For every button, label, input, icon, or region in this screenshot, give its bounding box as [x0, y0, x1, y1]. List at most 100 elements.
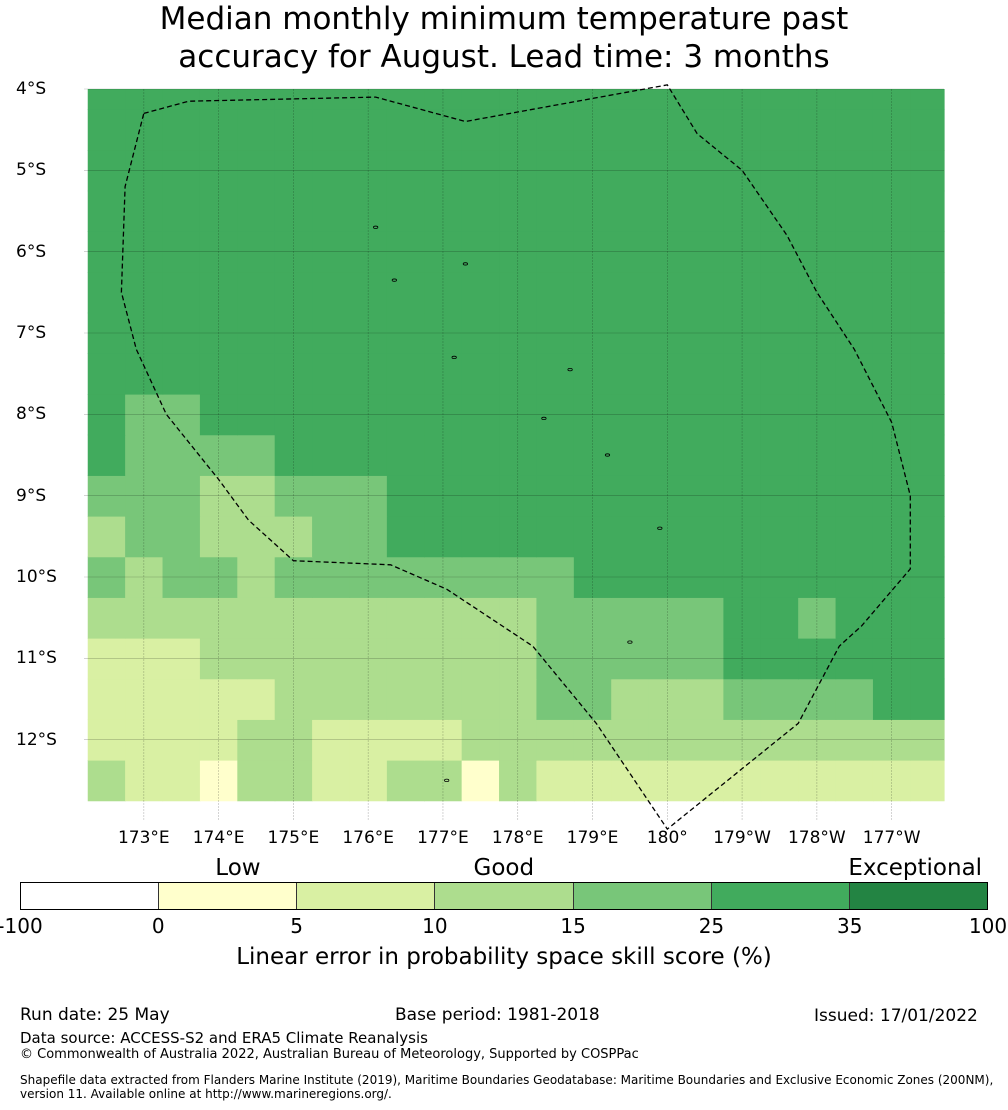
- skill-cell: [648, 760, 687, 802]
- skill-cell: [162, 516, 201, 558]
- skill-cell: [872, 272, 911, 314]
- skill-cell: [760, 556, 799, 598]
- skill-cell: [125, 516, 164, 558]
- colorbar-tick-label: 5: [290, 914, 303, 938]
- skill-cell: [424, 272, 463, 314]
- skill-category-label: Low: [215, 855, 261, 881]
- skill-cell: [573, 475, 612, 517]
- skill-cell: [199, 109, 238, 151]
- skill-cell: [536, 150, 575, 192]
- skill-cell: [461, 109, 500, 151]
- skill-cell: [87, 312, 126, 354]
- skill-cell: [349, 556, 388, 598]
- skill-cell: [686, 516, 724, 558]
- copyright-notice: © Commonwealth of Australia 2022, Austra…: [20, 1047, 639, 1062]
- latitude-label: 12°S: [16, 729, 57, 750]
- skill-cell: [162, 638, 201, 680]
- island-outline: [462, 262, 468, 266]
- skill-cell: [87, 272, 126, 314]
- skill-cell: [760, 678, 799, 720]
- island-outline: [541, 416, 547, 420]
- skill-cell: [723, 190, 762, 232]
- skill-cell: [199, 475, 238, 517]
- skill-cell: [499, 272, 538, 314]
- skill-cell: [424, 556, 463, 598]
- skill-cell: [760, 272, 799, 314]
- skill-cell: [237, 353, 276, 395]
- skill-cell: [723, 150, 762, 192]
- colorbar-tick-label: 25: [698, 914, 725, 938]
- skill-cell: [835, 231, 874, 273]
- skill-cell: [648, 719, 687, 761]
- colorbar-tick-label: 15: [560, 914, 586, 938]
- skill-cell: [274, 190, 313, 232]
- skill-cell: [386, 719, 425, 761]
- skill-cell: [872, 516, 911, 558]
- skill-cell: [125, 190, 164, 232]
- skill-cell: [910, 272, 945, 314]
- skill-cell: [199, 719, 238, 761]
- skill-cell: [162, 150, 201, 192]
- skill-cell: [312, 719, 351, 761]
- skill-cell: [237, 434, 276, 476]
- skill-cell: [237, 150, 276, 192]
- skill-cell: [349, 597, 388, 639]
- skill-cell: [237, 272, 276, 314]
- skill-cell: [125, 272, 164, 314]
- skill-cell: [723, 678, 762, 720]
- skill-cell: [648, 394, 687, 436]
- skill-cell: [611, 516, 650, 558]
- skill-cell: [312, 394, 351, 436]
- skill-cell: [536, 719, 575, 761]
- skill-cell: [648, 150, 687, 192]
- skill-cell: [424, 109, 463, 151]
- skill-cell: [125, 353, 164, 395]
- skill-cell: [162, 109, 201, 151]
- skill-cell: [835, 434, 874, 476]
- skill-cell: [162, 353, 201, 395]
- skill-cell: [386, 434, 425, 476]
- skill-cell: [499, 760, 538, 802]
- skill-map: [84, 84, 945, 830]
- skill-cell: [798, 231, 837, 273]
- colorbar-tick-label: 35: [836, 914, 863, 938]
- skill-cell: [573, 719, 612, 761]
- skill-category-label: Good: [473, 855, 535, 881]
- skill-cell: [686, 760, 724, 802]
- skill-cell: [611, 678, 650, 720]
- skill-cell: [237, 556, 276, 598]
- skill-cell: [910, 556, 945, 598]
- skill-cell: [760, 231, 799, 273]
- skill-cell: [798, 190, 837, 232]
- skill-cell: [274, 678, 313, 720]
- skill-cell: [573, 678, 612, 720]
- skill-cell: [835, 638, 874, 680]
- skill-cell: [835, 597, 874, 639]
- skill-cell: [237, 231, 276, 273]
- skill-cell: [424, 150, 463, 192]
- skill-cell: [461, 719, 500, 761]
- skill-cell: [835, 272, 874, 314]
- skill-cell: [798, 516, 837, 558]
- island-outline: [567, 367, 573, 372]
- skill-cell: [872, 353, 911, 395]
- colorbar-segment: [711, 883, 850, 909]
- skill-cell: [349, 190, 388, 232]
- skill-cell: [910, 190, 945, 232]
- skill-cell: [611, 353, 650, 395]
- skill-cell: [723, 475, 762, 517]
- skill-cell: [872, 638, 911, 680]
- skill-cell: [349, 475, 388, 517]
- skill-cell: [424, 231, 463, 273]
- skill-cell: [536, 353, 575, 395]
- skill-cell: [237, 597, 276, 639]
- skill-cell: [424, 638, 463, 680]
- skill-cell: [536, 109, 575, 151]
- skill-cell: [125, 556, 164, 598]
- skill-cell: [87, 231, 126, 273]
- skill-cell: [125, 678, 164, 720]
- skill-cell: [573, 190, 612, 232]
- skill-cell: [312, 597, 351, 639]
- skill-cell: [274, 719, 313, 761]
- skill-cell: [312, 353, 351, 395]
